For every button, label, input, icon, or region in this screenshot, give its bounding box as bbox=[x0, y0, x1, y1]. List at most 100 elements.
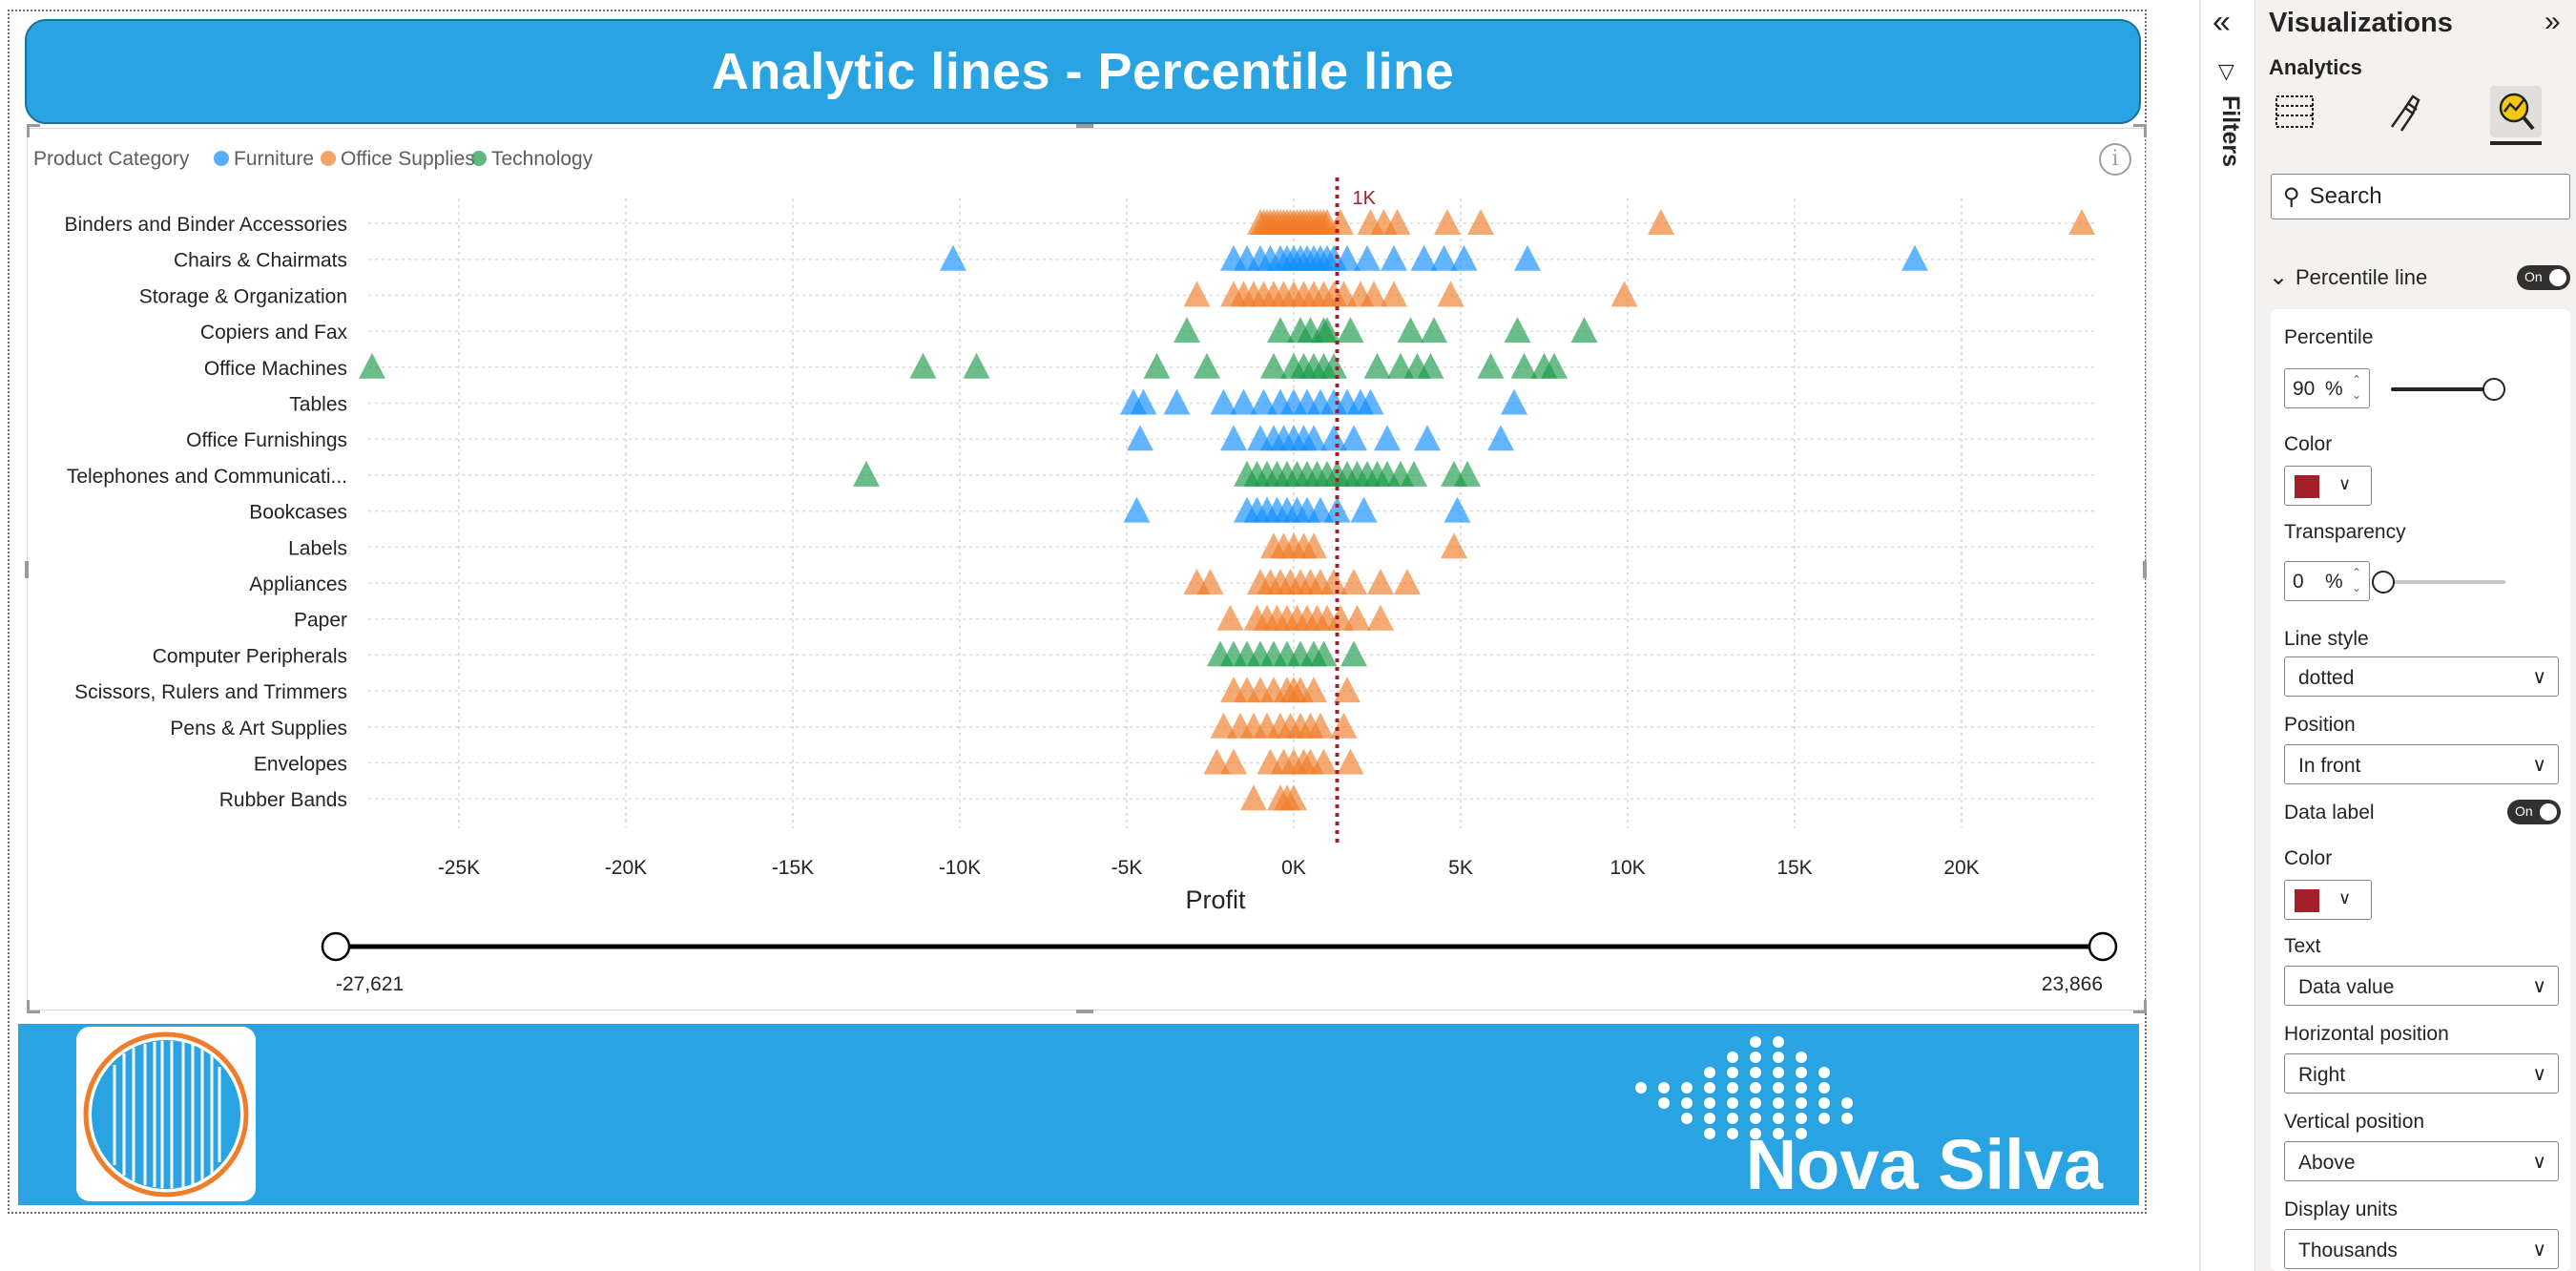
data-point[interactable] bbox=[1397, 317, 1424, 344]
data-point[interactable] bbox=[1174, 317, 1200, 344]
info-icon[interactable]: i bbox=[2099, 143, 2131, 176]
range-slider-max-handle[interactable] bbox=[2088, 931, 2118, 962]
data-point[interactable] bbox=[1350, 496, 1378, 523]
data-point[interactable] bbox=[1441, 532, 1467, 559]
data-point[interactable] bbox=[1240, 784, 1267, 811]
data-point[interactable] bbox=[1648, 209, 1674, 235]
data-point[interactable] bbox=[1414, 425, 1441, 451]
data-point[interactable] bbox=[1354, 244, 1381, 271]
search-input[interactable]: ⚲ Search bbox=[2271, 174, 2570, 219]
text-dropdown[interactable]: Data value ∨ bbox=[2284, 966, 2559, 1006]
range-slider-min-handle[interactable] bbox=[321, 931, 351, 962]
data-point[interactable] bbox=[1430, 244, 1458, 271]
data-point[interactable] bbox=[1467, 209, 1494, 235]
data-point[interactable] bbox=[1501, 388, 1527, 415]
percentile-line-section-header[interactable]: ⌄ Percentile line On bbox=[2267, 260, 2572, 298]
resize-handle-left[interactable] bbox=[25, 561, 29, 578]
tab-build-visual[interactable] bbox=[2269, 86, 2320, 137]
data-point[interactable] bbox=[1320, 425, 1347, 451]
data-point[interactable] bbox=[853, 460, 880, 487]
data-point[interactable] bbox=[1334, 677, 1361, 703]
data-point[interactable] bbox=[1323, 496, 1351, 523]
data-point[interactable] bbox=[1320, 352, 1347, 379]
data-point[interactable] bbox=[1230, 388, 1257, 415]
data-point[interactable] bbox=[1163, 388, 1191, 415]
data-point[interactable] bbox=[1343, 604, 1371, 631]
tab-analytics[interactable] bbox=[2490, 86, 2542, 137]
data-point[interactable] bbox=[1367, 604, 1394, 631]
data-point[interactable] bbox=[1487, 425, 1514, 451]
data-point[interactable] bbox=[1260, 352, 1287, 379]
data-point[interactable] bbox=[1196, 569, 1224, 594]
data-point[interactable] bbox=[1340, 425, 1367, 451]
data-point[interactable] bbox=[1340, 640, 1367, 667]
resize-corner-tr[interactable] bbox=[2133, 124, 2147, 137]
data-point[interactable] bbox=[1381, 281, 1407, 307]
data-point[interactable] bbox=[1220, 425, 1247, 451]
data-point[interactable] bbox=[1510, 352, 1538, 379]
legend-item[interactable]: Technology bbox=[491, 148, 593, 170]
data-point[interactable] bbox=[1901, 244, 1928, 271]
data-label-toggle[interactable]: On bbox=[2507, 800, 2561, 824]
data-point[interactable] bbox=[1123, 496, 1151, 523]
data-point[interactable] bbox=[1383, 209, 1411, 235]
double-chevron-right-icon[interactable]: » bbox=[2545, 6, 2561, 37]
data-point[interactable] bbox=[1421, 317, 1447, 344]
data-point[interactable] bbox=[1300, 425, 1327, 451]
data-point[interactable] bbox=[1183, 281, 1211, 307]
data-point[interactable] bbox=[1310, 640, 1338, 667]
data-point[interactable] bbox=[1477, 352, 1505, 379]
data-point[interactable] bbox=[1374, 425, 1401, 451]
line-color-picker[interactable]: ∨ bbox=[2284, 466, 2372, 506]
data-point[interactable] bbox=[1143, 352, 1171, 379]
filters-pane-collapsed[interactable]: « ▽ Filters bbox=[2199, 0, 2254, 1271]
data-point[interactable] bbox=[1337, 317, 1364, 344]
data-point[interactable] bbox=[1127, 425, 1153, 451]
data-point[interactable] bbox=[1340, 569, 1367, 594]
line-style-dropdown[interactable]: dotted ∨ bbox=[2284, 656, 2559, 697]
data-point[interactable] bbox=[2068, 209, 2095, 235]
data-point[interactable] bbox=[1216, 604, 1244, 631]
data-point[interactable] bbox=[1300, 532, 1327, 559]
resize-corner-bl[interactable] bbox=[27, 1000, 40, 1013]
resize-handle-top[interactable] bbox=[1076, 124, 1093, 128]
data-point[interactable] bbox=[1434, 209, 1461, 235]
data-point[interactable] bbox=[1514, 244, 1541, 271]
data-point[interactable] bbox=[1194, 352, 1220, 379]
transparency-input[interactable]: 0 % ⌃ ⌄ bbox=[2284, 561, 2370, 601]
data-point[interactable] bbox=[1334, 244, 1361, 271]
data-point[interactable] bbox=[1307, 712, 1334, 739]
data-point[interactable] bbox=[1541, 352, 1568, 379]
data-point[interactable] bbox=[1280, 784, 1307, 811]
transparency-slider-knob[interactable] bbox=[2372, 571, 2395, 594]
vertical-position-dropdown[interactable]: Above ∨ bbox=[2284, 1141, 2559, 1181]
data-point[interactable] bbox=[940, 244, 966, 271]
data-point[interactable] bbox=[1310, 748, 1338, 775]
data-point[interactable] bbox=[963, 352, 990, 379]
data-point[interactable] bbox=[1401, 460, 1427, 487]
data-point[interactable] bbox=[1570, 317, 1598, 344]
resize-corner-br[interactable] bbox=[2133, 1000, 2147, 1013]
data-point[interactable] bbox=[1610, 281, 1638, 307]
data-point[interactable] bbox=[1330, 712, 1358, 739]
data-point[interactable] bbox=[1327, 209, 1354, 235]
position-dropdown[interactable]: In front ∨ bbox=[2284, 744, 2559, 784]
data-point[interactable] bbox=[1450, 244, 1478, 271]
data-point[interactable] bbox=[909, 352, 937, 379]
data-point[interactable] bbox=[1410, 244, 1438, 271]
data-point[interactable] bbox=[1367, 569, 1394, 594]
data-point[interactable] bbox=[359, 352, 385, 379]
legend-item[interactable]: Office Supplies bbox=[341, 148, 475, 170]
resize-handle-right[interactable] bbox=[2143, 561, 2147, 578]
data-point[interactable] bbox=[1220, 748, 1247, 775]
data-point[interactable] bbox=[1267, 317, 1294, 344]
resize-handle-bottom[interactable] bbox=[1076, 1010, 1093, 1013]
data-point[interactable] bbox=[1444, 496, 1471, 523]
data-point[interactable] bbox=[1314, 317, 1340, 344]
data-point[interactable] bbox=[1361, 281, 1387, 307]
horizontal-position-dropdown[interactable]: Right ∨ bbox=[2284, 1053, 2559, 1094]
data-point[interactable] bbox=[1210, 388, 1237, 415]
data-point[interactable] bbox=[1504, 317, 1531, 344]
data-point[interactable] bbox=[1357, 388, 1384, 415]
double-chevron-left-icon[interactable]: « bbox=[2212, 4, 2231, 40]
